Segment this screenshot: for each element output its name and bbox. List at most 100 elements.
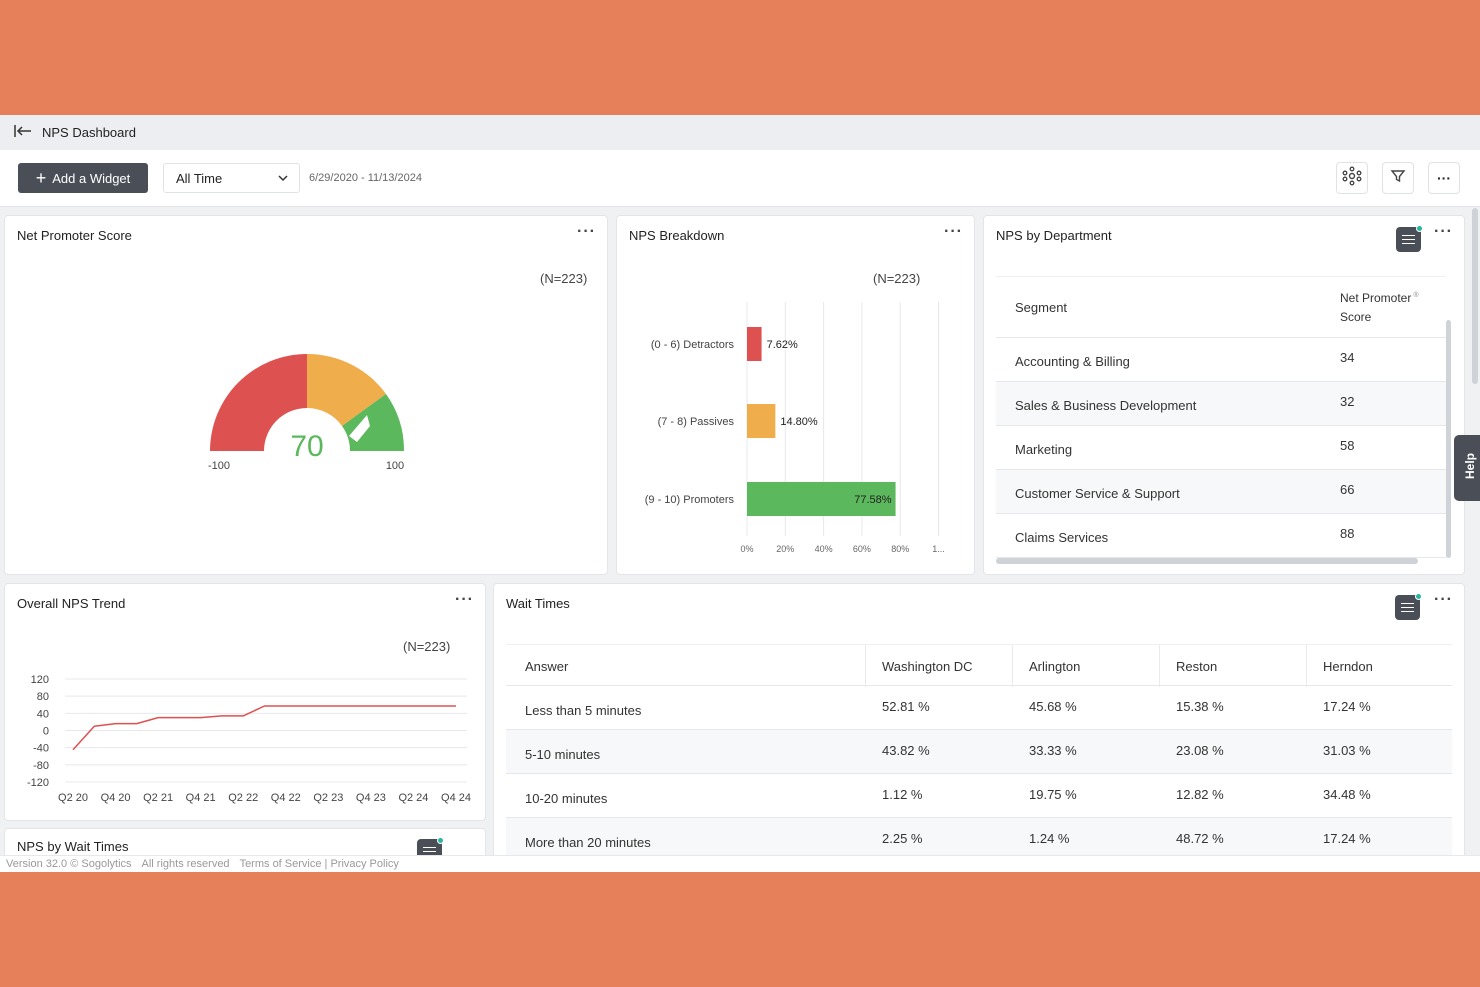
wait-times-rows: Less than 5 minutes 52.81 % 45.68 % 15.38 %… — [506, 686, 1452, 862]
arlington-cell: 45.68 % — [1029, 699, 1077, 714]
table-row: Customer Service & Support 66 — [996, 470, 1446, 514]
y-tick-label: -40 — [33, 743, 49, 755]
footer-links[interactable]: Terms of Service | Privacy Policy — [239, 858, 399, 870]
score-cell: 88 — [1340, 526, 1355, 541]
reston-cell: 48.72 % — [1176, 831, 1224, 846]
trend-chart: 120 80 40 0 -40 -80 -120 Q2 20 Q4 20 Q2 21 Q4 21 Q2… — [27, 674, 471, 804]
breakdown-chart: 0% 20% 40% 60% 80% 1... (0 - 6) Detractors 7.62… — [645, 302, 945, 554]
answer-cell: 5-10 minutes — [525, 747, 601, 762]
filter-button[interactable] — [1382, 162, 1414, 194]
table-header: Segment Net Promoter ® Score — [996, 276, 1446, 338]
overall-trend-card: Overall NPS Trend ··· (N=223) 120 80 40 0 -4… — [4, 583, 486, 821]
sample-size-label: (N=223) — [873, 271, 921, 286]
help-button[interactable]: Help — [1454, 435, 1480, 501]
segment-cell: Sales & Business Development — [1015, 398, 1197, 413]
network-button[interactable] — [1336, 162, 1368, 194]
help-label: Help — [1463, 452, 1478, 480]
x-tick-label: 40% — [815, 544, 833, 554]
gauge-passive-segment — [307, 353, 386, 426]
time-filter-select[interactable]: All Time — [163, 163, 300, 193]
x-tick-label: Q4 23 — [356, 792, 386, 804]
score-cell: 58 — [1340, 438, 1355, 453]
x-tick-label: 1... — [932, 544, 945, 554]
reston-cell: 12.82 % — [1176, 787, 1224, 802]
x-tick-label: 20% — [776, 544, 794, 554]
data-label: 7.62% — [767, 339, 798, 351]
toolbar: + Add a Widget All Time 6/29/2020 - 11/1… — [0, 150, 1480, 207]
more-options-button[interactable]: ··· — [1428, 162, 1460, 194]
card-title: Net Promoter Score — [17, 228, 132, 243]
data-label: 14.80% — [780, 416, 818, 428]
card-menu-icon[interactable]: ··· — [577, 223, 596, 240]
card-menu-icon[interactable]: ··· — [944, 223, 963, 240]
column-header-reston: Reston — [1176, 659, 1218, 674]
footer-version: Version 32.0 © Sogolytics — [6, 858, 132, 870]
gauge-min-label: -100 — [208, 460, 230, 472]
herndon-cell: 34.48 % — [1323, 787, 1371, 802]
wait-times-card: Wait Times ··· Answer Washington DC Arli… — [493, 583, 1465, 872]
y-tick-label: 0 — [43, 726, 49, 738]
gauge-needle — [349, 415, 370, 442]
column-header-washington: Washington DC — [882, 659, 973, 674]
arlington-cell: 33.33 % — [1029, 743, 1077, 758]
bar — [747, 404, 776, 438]
table-row: 5-10 minutes 43.82 % 33.33 % 23.08 % 31.03 % — [506, 730, 1452, 774]
x-tick-label: Q4 20 — [101, 792, 131, 804]
x-tick-label: 80% — [891, 544, 909, 554]
column-header-answer: Answer — [525, 659, 569, 674]
table-row: Marketing 58 — [996, 426, 1446, 470]
back-arrow-icon[interactable] — [14, 124, 32, 142]
wait-times-table: Answer Washington DC Arlington Reston He… — [506, 644, 1452, 862]
card-menu-icon[interactable]: ··· — [1434, 223, 1453, 240]
data-label: 77.58% — [854, 494, 892, 506]
column-header-arlington: Arlington — [1029, 659, 1081, 674]
category-label: (9 - 10) Promoters — [645, 494, 735, 506]
y-tick-label: -120 — [27, 777, 49, 789]
score-cell: 66 — [1340, 482, 1355, 497]
y-tick-label: 40 — [37, 708, 49, 720]
y-tick-label: 120 — [31, 674, 49, 686]
segment-cell: Marketing — [1015, 442, 1073, 457]
horizontal-scrollbar[interactable] — [996, 558, 1418, 564]
segment-cell: Accounting & Billing — [1015, 354, 1130, 369]
column-header-score-line2: Score — [1340, 310, 1372, 324]
segment-cell: Customer Service & Support — [1015, 486, 1180, 501]
category-label: (7 - 8) Passives — [658, 416, 735, 428]
x-tick-label: Q2 22 — [228, 792, 258, 804]
reston-cell: 15.38 % — [1176, 699, 1224, 714]
table-view-icon[interactable] — [1395, 593, 1422, 620]
footer-rights: All rights reserved — [141, 858, 230, 870]
page-scrollbar[interactable] — [1472, 208, 1478, 384]
dc-cell: 1.12 % — [882, 787, 923, 802]
herndon-cell: 31.03 % — [1323, 743, 1371, 758]
x-tick-label: Q2 21 — [143, 792, 173, 804]
nps-by-department-card: NPS by Department ··· Segment Net Promot… — [983, 215, 1465, 575]
nps-score-card: Net Promoter Score ··· (N=223) 70 -100 1… — [4, 215, 608, 575]
card-title: Wait Times — [506, 596, 570, 611]
dc-cell: 43.82 % — [882, 743, 930, 758]
card-menu-icon[interactable]: ··· — [1434, 591, 1453, 608]
table-row: 10-20 minutes 1.12 % 19.75 % 12.82 % 34.48 % — [506, 774, 1452, 818]
add-widget-label: Add a Widget — [52, 170, 131, 186]
card-title: NPS Breakdown — [629, 228, 725, 243]
add-widget-button[interactable]: + Add a Widget — [18, 163, 148, 193]
x-tick-label: Q4 22 — [271, 792, 301, 804]
category-label: (0 - 6) Detractors — [651, 339, 735, 351]
more-icon: ··· — [1437, 170, 1451, 186]
nps-gauge: 70 -100 100 — [208, 353, 404, 472]
answer-cell: Less than 5 minutes — [525, 703, 642, 718]
card-title: NPS by Department — [996, 228, 1112, 243]
x-tick-label: Q2 20 — [58, 792, 88, 804]
arlington-cell: 1.24 % — [1029, 831, 1070, 846]
table-row: Accounting & Billing 34 — [996, 338, 1446, 382]
filter-icon — [1390, 168, 1406, 189]
bar — [747, 327, 762, 361]
x-tick-label: Q4 24 — [441, 792, 471, 804]
vertical-scrollbar[interactable] — [1446, 320, 1451, 558]
time-filter-value: All Time — [176, 170, 223, 186]
network-icon — [1342, 166, 1362, 191]
trend-line — [72, 705, 456, 751]
y-tick-label: -80 — [33, 760, 49, 772]
table-view-icon[interactable] — [1396, 225, 1423, 252]
card-menu-icon[interactable]: ··· — [455, 591, 474, 608]
